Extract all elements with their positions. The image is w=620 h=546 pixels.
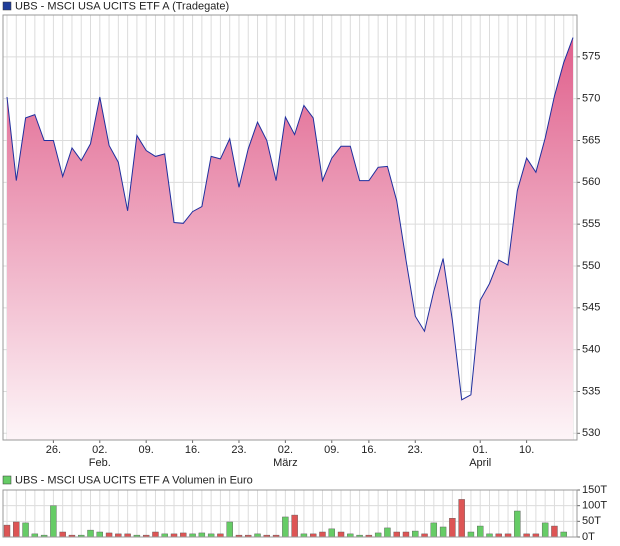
- month-label: Feb.: [89, 457, 111, 469]
- bar: [551, 525, 558, 538]
- x-tick-label: 02.: [92, 444, 107, 456]
- line: [6, 37, 574, 401]
- area: [7, 37, 573, 440]
- bar: [560, 531, 567, 538]
- bar: [374, 532, 382, 538]
- x-tick-label: 09.: [139, 444, 154, 456]
- y-tick-label: 50T: [582, 515, 601, 527]
- bar: [328, 528, 335, 538]
- y-tick-label: 570: [582, 93, 600, 105]
- x-tick-label: 16.: [361, 444, 376, 456]
- bar: [282, 516, 289, 538]
- bar: [59, 531, 66, 538]
- bar: [105, 532, 113, 538]
- y-tick-label: 550: [582, 260, 600, 272]
- bar: [430, 522, 438, 538]
- bar: [337, 531, 345, 538]
- bar: [87, 529, 94, 538]
- bar: [541, 522, 549, 538]
- bar: [152, 531, 159, 538]
- x-tick-label: 23.: [231, 444, 246, 456]
- bar: [514, 510, 521, 538]
- plot-border: [2, 14, 578, 441]
- y-tick-label: 560: [582, 176, 600, 188]
- y-tick-label: 535: [582, 385, 600, 397]
- y-tick-label: 540: [582, 344, 600, 356]
- bar: [402, 531, 410, 538]
- y-tick-label: 575: [582, 51, 600, 63]
- y-tick-label: 100T: [582, 500, 607, 512]
- bar: [467, 531, 475, 538]
- x-tick-label: 09.: [324, 444, 339, 456]
- chart-title: UBS - MSCI USA UCITS ETF A (Tradegate): [15, 0, 229, 12]
- x-tick-label: 26.: [46, 444, 61, 456]
- bar: [412, 530, 419, 538]
- y-tick-label: 565: [582, 134, 600, 146]
- month-label: April: [469, 457, 491, 469]
- y-tick-label: 530: [582, 427, 600, 439]
- bar: [449, 518, 456, 538]
- x-tick-label: 02.: [278, 444, 293, 456]
- bar: [198, 532, 206, 538]
- bar: [180, 532, 187, 538]
- bar: [319, 531, 326, 538]
- month-label: März: [273, 457, 297, 469]
- chart-title: UBS - MSCI USA UCITS ETF A Volumen in Eu…: [15, 474, 253, 486]
- legend-swatch: [2, 475, 12, 485]
- bar: [477, 525, 484, 538]
- x-tick-label: 01.: [473, 444, 488, 456]
- y-tick-label: 545: [582, 302, 600, 314]
- bar: [226, 521, 233, 538]
- bar: [384, 527, 391, 538]
- bar: [13, 521, 20, 538]
- bar: [458, 499, 465, 538]
- y-tick-label: 555: [582, 218, 600, 230]
- bar: [3, 524, 11, 538]
- bar: [50, 505, 57, 538]
- bar: [22, 522, 29, 538]
- x-tick-label: 16.: [185, 444, 200, 456]
- bar: [439, 526, 447, 538]
- plot-border: [2, 489, 578, 538]
- x-tick-label: 23.: [408, 444, 423, 456]
- bar: [291, 514, 298, 538]
- legend-swatch: [2, 1, 12, 11]
- y-tick-label: 0T: [582, 531, 595, 543]
- bar: [393, 531, 400, 538]
- bar: [96, 531, 103, 538]
- y-tick-label: 150T: [582, 484, 607, 496]
- x-tick-label: 10.: [519, 444, 534, 456]
